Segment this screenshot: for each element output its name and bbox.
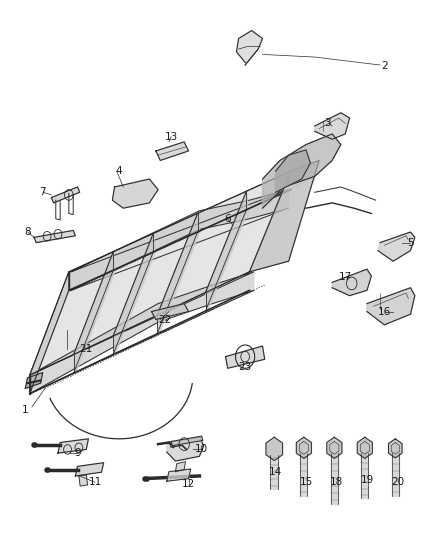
Polygon shape: [71, 190, 289, 290]
Polygon shape: [113, 233, 155, 354]
Polygon shape: [237, 30, 262, 65]
Text: 4: 4: [116, 166, 122, 176]
Polygon shape: [75, 463, 104, 476]
Text: 18: 18: [330, 477, 343, 487]
Polygon shape: [276, 150, 311, 192]
Polygon shape: [113, 179, 158, 208]
Polygon shape: [205, 191, 249, 311]
Polygon shape: [392, 453, 399, 496]
Polygon shape: [250, 160, 319, 272]
Text: 9: 9: [74, 448, 81, 458]
Text: 13: 13: [165, 132, 178, 142]
Polygon shape: [266, 437, 283, 461]
Polygon shape: [357, 437, 372, 458]
Text: 3: 3: [325, 118, 331, 128]
Polygon shape: [74, 252, 116, 373]
Polygon shape: [30, 272, 254, 394]
Text: 2: 2: [381, 61, 388, 71]
Polygon shape: [34, 230, 75, 243]
Polygon shape: [157, 213, 200, 334]
Polygon shape: [378, 232, 415, 261]
Polygon shape: [367, 288, 415, 325]
Polygon shape: [171, 436, 203, 446]
Text: 19: 19: [360, 475, 374, 484]
Text: 23: 23: [238, 362, 252, 372]
Polygon shape: [152, 304, 188, 319]
Text: 14: 14: [269, 467, 282, 477]
Polygon shape: [25, 373, 43, 389]
Polygon shape: [58, 439, 88, 453]
Text: 21: 21: [80, 344, 93, 354]
Polygon shape: [262, 134, 341, 208]
Text: 5: 5: [407, 238, 414, 248]
Polygon shape: [167, 469, 191, 481]
Polygon shape: [51, 187, 80, 203]
Text: 17: 17: [339, 272, 352, 282]
Polygon shape: [270, 455, 278, 489]
Polygon shape: [361, 453, 368, 498]
Polygon shape: [332, 269, 371, 296]
Polygon shape: [327, 437, 342, 458]
Polygon shape: [226, 346, 265, 368]
Polygon shape: [79, 475, 88, 486]
Text: 1: 1: [22, 405, 28, 415]
Polygon shape: [30, 171, 291, 375]
Polygon shape: [156, 142, 188, 160]
Text: 11: 11: [88, 477, 102, 487]
Text: 22: 22: [158, 314, 171, 325]
Polygon shape: [315, 113, 350, 139]
Polygon shape: [176, 462, 185, 472]
Text: 10: 10: [195, 445, 208, 455]
Polygon shape: [30, 272, 69, 394]
Polygon shape: [389, 439, 402, 458]
Text: 15: 15: [300, 477, 313, 487]
Polygon shape: [167, 437, 204, 461]
Polygon shape: [297, 437, 311, 458]
Text: 6: 6: [224, 214, 231, 224]
Text: 20: 20: [391, 477, 404, 487]
Polygon shape: [300, 453, 307, 496]
Text: 8: 8: [24, 227, 31, 237]
Text: 16: 16: [378, 306, 391, 317]
Text: 12: 12: [182, 479, 195, 489]
Text: 7: 7: [39, 187, 46, 197]
Polygon shape: [331, 453, 338, 504]
